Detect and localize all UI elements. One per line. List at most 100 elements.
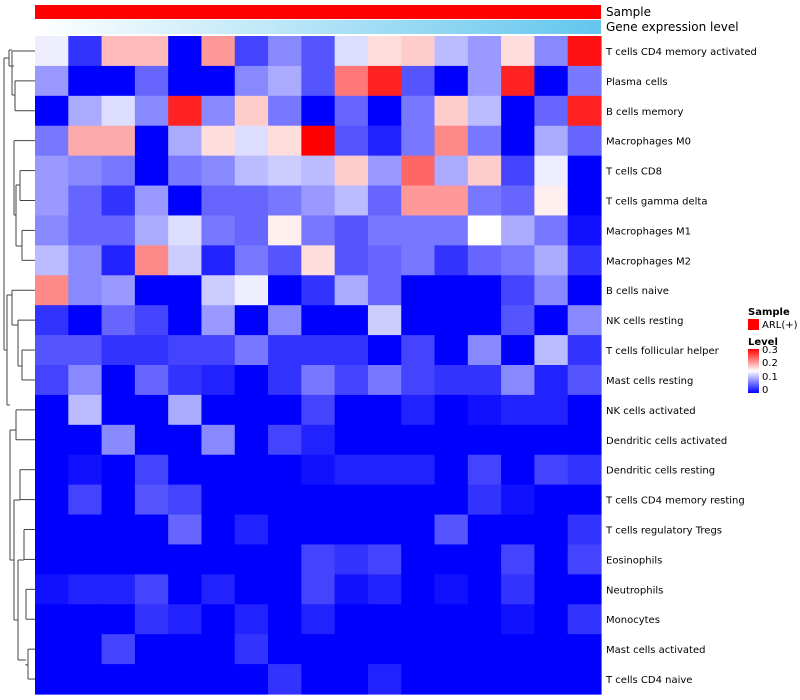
heatmap-cell (434, 185, 469, 217)
heatmap-cell (268, 514, 302, 546)
heatmap-cell (168, 65, 203, 97)
heatmap-cell (501, 424, 536, 456)
heatmap-cell (68, 634, 103, 665)
heatmap-cell (367, 125, 402, 157)
row-label: T cells follicular helper (605, 346, 720, 357)
heatmap-cell (401, 305, 436, 336)
heatmap-cell (68, 484, 103, 516)
heatmap-cell (334, 544, 369, 575)
heatmap-cell (467, 604, 502, 635)
heatmap-cell (467, 155, 502, 187)
heatmap-cell (168, 155, 203, 187)
heatmap-cell (434, 664, 469, 695)
heatmap-cell (367, 305, 402, 336)
heatmap-cell (268, 305, 302, 336)
heatmap-cell (434, 95, 469, 127)
heatmap-cell (35, 424, 69, 456)
heatmap-cell (168, 245, 203, 276)
heatmap-cell (301, 454, 336, 486)
heatmap-cell (201, 275, 236, 306)
heatmap-cell (35, 36, 69, 67)
heatmap-cell (401, 454, 436, 486)
heatmap-cell (101, 544, 136, 575)
heatmap-cell (201, 95, 236, 127)
gene-expression-track-label: Gene expression level (606, 20, 739, 34)
heatmap-cell (301, 36, 336, 67)
heatmap-cell (467, 634, 502, 665)
heatmap-cell (567, 574, 602, 605)
row-label: B cells naive (606, 286, 669, 297)
heatmap-cell (168, 36, 203, 67)
heatmap-cell (501, 634, 536, 665)
heatmap-cell (268, 634, 302, 665)
heatmap-cell (434, 245, 469, 276)
heatmap-cell (334, 245, 369, 276)
row-label: Dendritic cells activated (606, 436, 727, 447)
heatmap-cell (401, 514, 436, 546)
heatmap-cell (134, 514, 169, 546)
heatmap-cell (134, 245, 169, 276)
heatmap-cell (334, 155, 369, 187)
heatmap-cell (567, 424, 602, 456)
heatmap-cell (101, 125, 136, 157)
heatmap-cell (567, 65, 602, 97)
heatmap-cell (68, 544, 103, 575)
heatmap-cell (234, 95, 269, 127)
heatmap-cell (134, 634, 169, 665)
heatmap-cell (301, 65, 336, 97)
heatmap-cell (334, 185, 369, 217)
heatmap-cell (334, 275, 369, 306)
heatmap-cell (68, 574, 103, 605)
heatmap-cell (334, 634, 369, 665)
row-label: Plasma cells (606, 77, 668, 88)
heatmap-cell (567, 95, 602, 127)
heatmap-cell (567, 634, 602, 665)
heatmap-cell (301, 245, 336, 276)
heatmap-cell (334, 574, 369, 605)
heatmap-cell (35, 664, 69, 695)
row-labels: T cells CD4 memory activated Plasma cells… (605, 47, 757, 686)
heatmap-cell (35, 155, 69, 187)
heatmap-cell (201, 365, 236, 396)
heatmap-cell (401, 544, 436, 575)
heatmap-cell (501, 95, 536, 127)
heatmap-cell (367, 574, 402, 605)
heatmap-cell (268, 125, 302, 157)
heatmap-cell (134, 95, 169, 127)
heatmap-cell (501, 484, 536, 516)
heatmap-cell (35, 65, 69, 97)
heatmap-cell (401, 245, 436, 276)
legend-sample-entry: ARL(+) (762, 320, 798, 331)
legend-level-title: Level (748, 337, 778, 348)
heatmap-cell (301, 305, 336, 336)
heatmap-cell (35, 185, 69, 217)
heatmap-cell (401, 275, 436, 306)
heatmap-cell (501, 544, 536, 575)
heatmap-cell (268, 185, 302, 217)
heatmap-cell (567, 335, 602, 366)
heatmap-cell (68, 95, 103, 127)
heatmap-cell (134, 65, 169, 97)
heatmap-cell (35, 125, 69, 157)
heatmap-cell (35, 544, 69, 575)
heatmap-cell (168, 664, 203, 695)
heatmap-cell (467, 305, 502, 336)
heatmap-cell (301, 275, 336, 306)
heatmap-cell (301, 95, 336, 127)
heatmap-cell (467, 95, 502, 127)
heatmap-cell (467, 544, 502, 575)
heatmap-cell (234, 305, 269, 336)
heatmap-cell (467, 574, 502, 605)
heatmap-cell (134, 305, 169, 336)
heatmap-cell (367, 335, 402, 366)
heatmap-cell (367, 394, 402, 426)
heatmap-cell (101, 604, 136, 635)
heatmap-cell (134, 36, 169, 67)
heatmap-cell (567, 484, 602, 516)
heatmap-cell (134, 574, 169, 605)
heatmap-cell (467, 245, 502, 276)
heatmap-cell (334, 514, 369, 546)
heatmap-cell (268, 574, 302, 605)
heatmap-cell (501, 36, 536, 67)
